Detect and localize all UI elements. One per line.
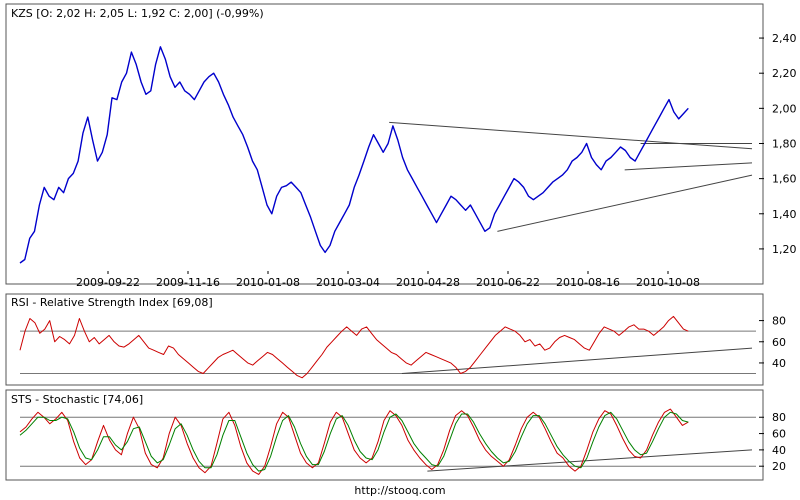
sts-hlines <box>20 416 756 467</box>
y-tick-label: 1,80 <box>772 137 797 150</box>
footer-link[interactable]: http://stooq.com <box>354 484 446 497</box>
rsi-y-ticks: 80 60 40 <box>759 315 786 370</box>
rsi-panel-frame <box>5 293 764 386</box>
sts-series <box>19 408 689 475</box>
price-series <box>19 46 689 264</box>
x-tick-label: 2010-10-08 <box>636 276 700 289</box>
series-line <box>19 411 689 472</box>
sts-panel-title: STS - Stochastic [74,06] <box>11 393 143 406</box>
sts-trend-lines <box>427 449 753 472</box>
y-tick-label: 1,60 <box>772 173 797 186</box>
series-line <box>19 46 689 264</box>
y-tick-label: 60 <box>772 428 786 441</box>
price-panel-frame <box>5 3 764 285</box>
y-tick-label: 40 <box>772 444 786 457</box>
price-trend-lines <box>389 121 753 232</box>
y-tick-label: 80 <box>772 411 786 424</box>
y-tick-label: 2,00 <box>772 102 797 115</box>
y-tick-label: 2,20 <box>772 67 797 80</box>
trend-line <box>497 174 753 232</box>
x-tick-label: 2010-01-08 <box>236 276 300 289</box>
y-tick-label: 1,20 <box>772 243 797 256</box>
x-tick-label: 2010-08-16 <box>556 276 620 289</box>
sts-y-ticks: 80 60 40 20 <box>759 411 786 473</box>
series-line <box>19 315 689 379</box>
rsi-series <box>19 315 689 379</box>
rsi-hlines <box>20 330 756 375</box>
series-line <box>19 408 689 475</box>
sts-panel-frame <box>5 389 764 481</box>
y-tick-label: 20 <box>772 460 786 473</box>
trend-line <box>389 121 753 150</box>
x-tick-label: 2009-09-22 <box>76 276 140 289</box>
trend-line <box>427 449 753 472</box>
price-x-ticks: 2009-09-22 2009-11-16 2010-01-08 2010-03-04… <box>76 271 700 289</box>
trend-line <box>624 162 753 171</box>
y-tick-label: 40 <box>772 357 786 370</box>
x-tick-label: 2010-03-04 <box>316 276 380 289</box>
x-tick-label: 2009-11-16 <box>156 276 220 289</box>
y-tick-label: 1,40 <box>772 208 797 221</box>
price-panel-title: KZS [O: 2,02 H: 2,05 L: 1,92 C: 2,00] (-… <box>11 7 264 20</box>
trend-line <box>401 347 753 375</box>
y-tick-label: 2,40 <box>772 32 797 45</box>
x-tick-label: 2010-04-28 <box>396 276 460 289</box>
rsi-panel-title: RSI - Relative Strength Index [69,08] <box>11 296 213 309</box>
y-tick-label: 60 <box>772 336 786 349</box>
rsi-trend-lines <box>401 347 753 375</box>
x-tick-label: 2010-06-22 <box>476 276 540 289</box>
price-y-ticks: 2,40 2,20 2,00 1,80 1,60 1,40 1,20 <box>759 32 797 256</box>
y-tick-label: 80 <box>772 315 786 328</box>
